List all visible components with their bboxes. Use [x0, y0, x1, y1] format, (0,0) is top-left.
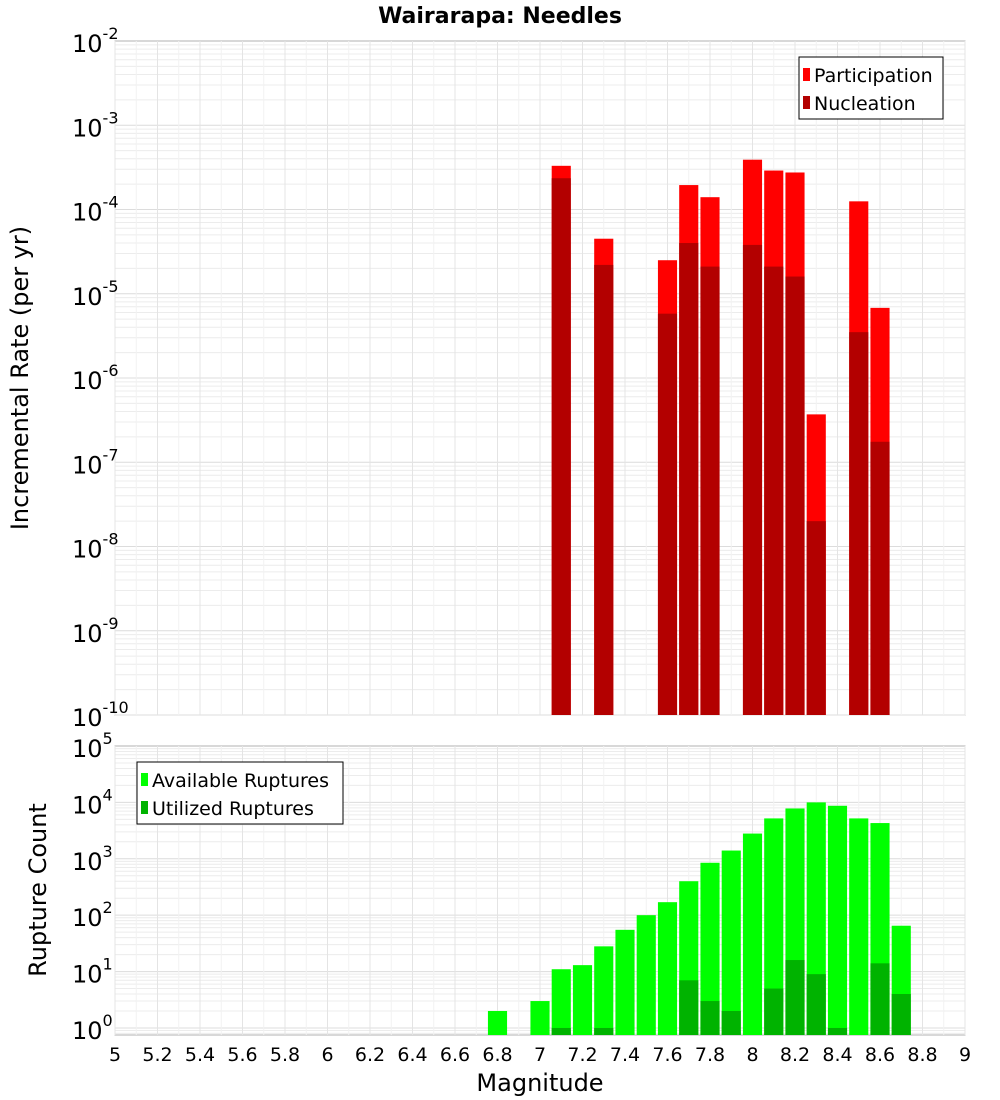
bar-utilized-ruptures — [594, 1027, 614, 1035]
x-tick-label: 6.4 — [397, 1044, 427, 1066]
top-gridlines — [114, 41, 966, 716]
x-tick-label: 7 — [534, 1044, 546, 1066]
legend-box — [798, 56, 944, 120]
bar-available-ruptures — [700, 862, 720, 1035]
y-tick-label: 102 — [72, 898, 113, 932]
bar-utilized-ruptures — [700, 1001, 720, 1035]
bar-utilized-ruptures — [870, 963, 890, 1035]
legend-swatch — [803, 68, 810, 81]
x-tick-label: 8.2 — [780, 1044, 810, 1066]
top-plot-panel: 10-10 10-9 10-8 10-7 10-6 10-5 10-4 10-3 10-2 In… — [6, 24, 966, 732]
y-tick-label: 104 — [72, 785, 113, 819]
legend-swatch — [141, 801, 148, 814]
y-tick-label: 101 — [72, 955, 113, 989]
bar-available-ruptures — [530, 1001, 550, 1035]
bar-nucleation — [764, 266, 784, 715]
x-tick-label: 5.6 — [227, 1044, 257, 1066]
x-tick-label: 6.6 — [440, 1044, 470, 1066]
bar-available-ruptures — [487, 1010, 508, 1035]
bar-utilized-ruptures — [785, 960, 805, 1035]
bar-nucleation — [657, 313, 678, 715]
y-tick-label: 105 — [72, 729, 113, 763]
y-tick-label: 10-5 — [72, 277, 119, 311]
legend-label: Nucleation — [814, 93, 916, 115]
top-legend: Participation Nucleation — [798, 56, 944, 120]
x-tick-label: 7.2 — [567, 1044, 597, 1066]
legend-swatch — [803, 96, 810, 109]
bottom-y-tick-labels: 100 101 102 103 104 105 — [72, 729, 113, 1045]
bar-nucleation — [849, 332, 869, 715]
legend-label: Participation — [814, 65, 933, 87]
x-tick-label: 9 — [959, 1044, 971, 1066]
bar-available-ruptures — [572, 965, 593, 1035]
bar-available-ruptures — [742, 833, 763, 1035]
x-tick-label: 8 — [746, 1044, 758, 1066]
bar-utilized-ruptures — [806, 974, 826, 1035]
bar-available-ruptures — [657, 902, 678, 1035]
bar-available-ruptures — [849, 818, 869, 1035]
y-tick-label: 10-10 — [72, 698, 129, 732]
bar-available-ruptures — [615, 929, 635, 1035]
bar-available-ruptures — [827, 805, 848, 1035]
chart-title: Wairarapa: Needles — [378, 4, 622, 29]
bar-nucleation — [785, 276, 805, 715]
bar-available-ruptures — [721, 850, 741, 1035]
x-tick-label: 7.8 — [695, 1044, 725, 1066]
bar-nucleation — [551, 178, 571, 715]
x-tick-label: 5.2 — [142, 1044, 172, 1066]
y-tick-label: 10-9 — [72, 614, 119, 648]
bottom-plot-panel: 100 101 102 103 104 105 5 5.2 5.4 5.6 5.8 6 6.2 6.4 6… — [24, 729, 971, 1097]
x-tick-label: 6.8 — [482, 1044, 512, 1066]
bottom-legend: Available Ruptures Utilized Ruptures — [136, 761, 344, 825]
bar-available-ruptures — [764, 818, 784, 1035]
x-tick-label: 5.8 — [270, 1044, 300, 1066]
bar-available-ruptures — [636, 915, 656, 1035]
x-tick-labels: 5 5.2 5.4 5.6 5.8 6 6.2 6.4 6.6 6.8 7 7.2 7.4 7.6 7.8 8… — [109, 1044, 971, 1066]
bar-utilized-ruptures — [827, 1027, 848, 1035]
x-tick-label: 7.6 — [652, 1044, 682, 1066]
x-tick-label: 8.6 — [865, 1044, 895, 1066]
bar-utilized-ruptures — [764, 988, 784, 1035]
y-tick-label: 10-8 — [72, 530, 119, 564]
y-tick-label: 10-3 — [72, 108, 119, 142]
bar-nucleation — [806, 521, 826, 715]
bar-nucleation — [700, 266, 720, 715]
top-y-axis-label: Incremental Rate (per yr) — [6, 226, 34, 530]
bar-utilized-ruptures — [891, 994, 911, 1035]
bar-utilized-ruptures — [551, 1027, 571, 1035]
x-tick-label: 8.4 — [822, 1044, 852, 1066]
x-axis-label: Magnitude — [476, 1069, 603, 1097]
y-tick-label: 103 — [72, 842, 113, 876]
y-tick-label: 10-7 — [72, 445, 119, 479]
bar-nucleation — [594, 264, 614, 715]
x-tick-label: 6 — [321, 1044, 333, 1066]
legend-swatch — [141, 773, 148, 786]
bottom-y-axis-label: Rupture Count — [24, 803, 52, 977]
top-bars — [551, 159, 890, 716]
x-tick-label: 5.4 — [185, 1044, 215, 1066]
x-tick-label: 5 — [109, 1044, 121, 1066]
y-tick-label: 10-4 — [72, 193, 119, 227]
bar-nucleation — [870, 441, 890, 715]
bar-nucleation — [679, 243, 699, 716]
bar-nucleation — [742, 244, 763, 715]
legend-label: Utilized Ruptures — [152, 798, 314, 820]
x-tick-label: 8.8 — [907, 1044, 937, 1066]
x-tick-label: 6.2 — [355, 1044, 385, 1066]
bottom-bars — [487, 802, 911, 1035]
bar-available-ruptures — [551, 969, 571, 1035]
y-tick-label: 100 — [72, 1011, 113, 1045]
bar-utilized-ruptures — [679, 980, 699, 1035]
legend-label: Available Ruptures — [152, 770, 329, 792]
legend-box — [136, 761, 344, 825]
bar-utilized-ruptures — [721, 1010, 741, 1035]
x-tick-label: 7.4 — [610, 1044, 640, 1066]
top-y-tick-labels: 10-10 10-9 10-8 10-7 10-6 10-5 10-4 10-3 10-2 — [72, 24, 129, 732]
bar-available-ruptures — [594, 946, 614, 1035]
y-tick-label: 10-2 — [72, 24, 119, 58]
y-tick-label: 10-6 — [72, 361, 119, 395]
